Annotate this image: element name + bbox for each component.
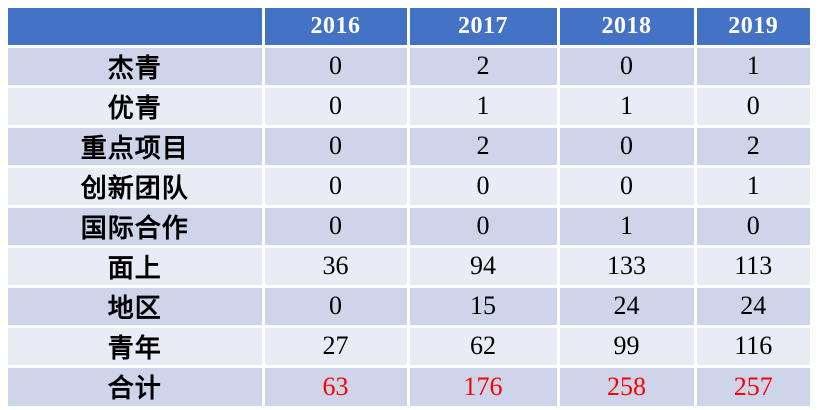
row-label: 青年 (8, 326, 265, 368)
data-cell: 15 (408, 286, 560, 328)
data-cell: 0 (695, 206, 810, 248)
table-row: 杰青 0 2 0 1 (8, 46, 810, 88)
year-column-header: 2019 (695, 8, 810, 48)
table-row: 合计 63 176 258 257 (8, 366, 810, 406)
year-column-header: 2017 (408, 8, 560, 48)
data-cell: 36 (263, 246, 410, 288)
data-cell: 62 (408, 326, 560, 368)
total-value-cell: 257 (695, 366, 810, 406)
total-value-cell: 63 (263, 366, 410, 406)
year-column-header: 2016 (263, 8, 410, 48)
awards-by-year-table: 2016 2017 2018 2019 杰青 0 2 0 1 优青 0 1 1 0 重点项目 0 2 0 2 创新团… (8, 8, 810, 406)
total-value-cell: 176 (408, 366, 560, 406)
data-cell: 94 (408, 246, 560, 288)
table-row: 地区 0 15 24 24 (8, 286, 810, 328)
table-row: 国际合作 0 0 1 0 (8, 206, 810, 248)
row-label: 合计 (8, 366, 265, 406)
data-cell: 133 (558, 246, 697, 288)
data-cell: 1 (558, 206, 697, 248)
table-row: 创新团队 0 0 0 1 (8, 166, 810, 208)
data-cell: 0 (558, 166, 697, 208)
data-cell: 27 (263, 326, 410, 368)
data-cell: 24 (695, 286, 810, 328)
data-cell: 0 (263, 206, 410, 248)
data-cell: 0 (263, 46, 410, 88)
data-cell: 2 (695, 126, 810, 168)
corner-cell (8, 8, 265, 48)
row-label: 优青 (8, 86, 265, 128)
table-header: 2016 2017 2018 2019 (8, 8, 810, 48)
row-label: 国际合作 (8, 206, 265, 248)
row-label: 地区 (8, 286, 265, 328)
data-cell: 0 (263, 166, 410, 208)
year-column-header: 2018 (558, 8, 697, 48)
data-cell: 0 (263, 286, 410, 328)
header-row: 2016 2017 2018 2019 (8, 8, 810, 48)
data-cell: 0 (408, 206, 560, 248)
table-row: 青年 27 62 99 116 (8, 326, 810, 368)
data-cell: 0 (263, 126, 410, 168)
total-value-cell: 258 (558, 366, 697, 406)
data-cell: 0 (408, 166, 560, 208)
data-cell: 1 (695, 166, 810, 208)
data-cell: 0 (263, 86, 410, 128)
data-cell: 1 (408, 86, 560, 128)
table-body: 杰青 0 2 0 1 优青 0 1 1 0 重点项目 0 2 0 2 创新团队 0 0 0 1 国际合作 0 0 1 0 面上 36… (8, 46, 810, 406)
data-cell: 99 (558, 326, 697, 368)
data-cell: 0 (695, 86, 810, 128)
data-cell: 1 (558, 86, 697, 128)
data-cell: 2 (408, 126, 560, 168)
row-label: 面上 (8, 246, 265, 288)
table-container: 2016 2017 2018 2019 杰青 0 2 0 1 优青 0 1 1 0 重点项目 0 2 0 2 创新团… (8, 8, 810, 406)
table-row: 面上 36 94 133 113 (8, 246, 810, 288)
data-cell: 113 (695, 246, 810, 288)
data-cell: 116 (695, 326, 810, 368)
table-row: 优青 0 1 1 0 (8, 86, 810, 128)
row-label: 创新团队 (8, 166, 265, 208)
row-label: 重点项目 (8, 126, 265, 168)
data-cell: 0 (558, 46, 697, 88)
row-label: 杰青 (8, 46, 265, 88)
data-cell: 1 (695, 46, 810, 88)
data-cell: 24 (558, 286, 697, 328)
data-cell: 0 (558, 126, 697, 168)
data-cell: 2 (408, 46, 560, 88)
table-row: 重点项目 0 2 0 2 (8, 126, 810, 168)
